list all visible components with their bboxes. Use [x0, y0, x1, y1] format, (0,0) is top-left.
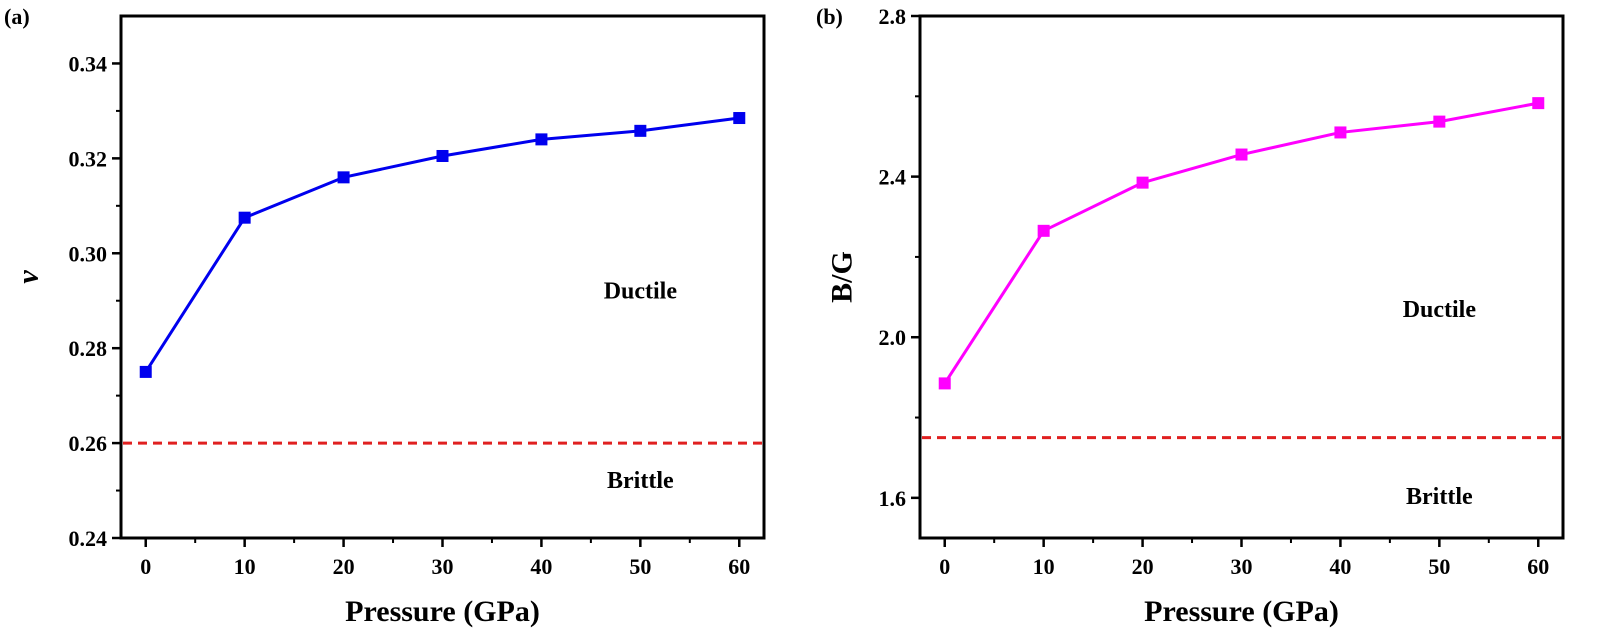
data-point [238, 211, 251, 224]
x-tick-label: 60 [1527, 554, 1549, 579]
y-tick-label: 2.4 [879, 165, 907, 190]
x-axis-title: Pressure (GPa) [1144, 595, 1339, 628]
x-tick-label: 50 [629, 554, 651, 579]
data-point [938, 377, 951, 390]
y-axis-title: ν [12, 270, 45, 284]
y-tick-label: 0.32 [69, 146, 108, 171]
data-point [733, 112, 746, 125]
plot-frame [119, 14, 766, 540]
x-tick-label: 60 [728, 554, 750, 579]
data-point [1037, 224, 1050, 237]
y-tick-label: 2.0 [879, 325, 907, 350]
data-point [634, 124, 647, 137]
y-axis-title: B/G [826, 251, 859, 303]
x-tick-label: 30 [432, 554, 454, 579]
y-tick-label: 0.24 [69, 526, 108, 551]
series-line [943, 101, 1539, 385]
brittle-label: Brittle [1406, 484, 1473, 510]
x-axis-title: Pressure (GPa) [345, 595, 540, 628]
x-tick-label: 20 [333, 554, 355, 579]
data-point [436, 149, 449, 162]
panel-label: (a) [4, 4, 30, 29]
data-point [1334, 126, 1347, 139]
x-tick-label: 40 [530, 554, 552, 579]
data-point [535, 133, 548, 146]
data-point [1532, 97, 1545, 110]
y-tick-label: 0.34 [69, 51, 108, 76]
data-point [1235, 148, 1248, 161]
ductile-label: Ductile [604, 278, 678, 304]
x-tick-label: 40 [1329, 554, 1351, 579]
x-tick-label: 30 [1231, 554, 1253, 579]
brittle-label: Brittle [607, 468, 674, 494]
x-tick-label: 20 [1132, 554, 1154, 579]
data-point [1433, 115, 1446, 128]
data-point [139, 365, 152, 378]
data-point [337, 171, 350, 184]
data-point [1136, 176, 1149, 189]
plot-frame [918, 14, 1565, 540]
x-tick-label: 10 [234, 554, 256, 579]
x-tick-label: 0 [140, 554, 151, 579]
panel-label: (b) [816, 4, 843, 29]
y-tick-label: 0.26 [69, 431, 108, 456]
y-tick-label: 0.30 [69, 241, 108, 266]
x-tick-label: 10 [1033, 554, 1055, 579]
panel-a: 0 10 20 30 40 50 60 0.24 0.26 0.28 0.30 0.32 0.34 Duc… [4, 4, 766, 628]
y-tick-label: 2.8 [879, 4, 907, 29]
ductile-label: Ductile [1403, 297, 1477, 323]
panel-b: 0 10 20 30 40 50 60 1.6 2.0 2.4 2.8 Ductile Brittle P… [816, 4, 1565, 628]
x-tick-label: 50 [1428, 554, 1450, 579]
y-tick-label: 1.6 [879, 486, 907, 511]
x-tick-label: 0 [939, 554, 950, 579]
y-tick-label: 0.28 [69, 336, 108, 361]
